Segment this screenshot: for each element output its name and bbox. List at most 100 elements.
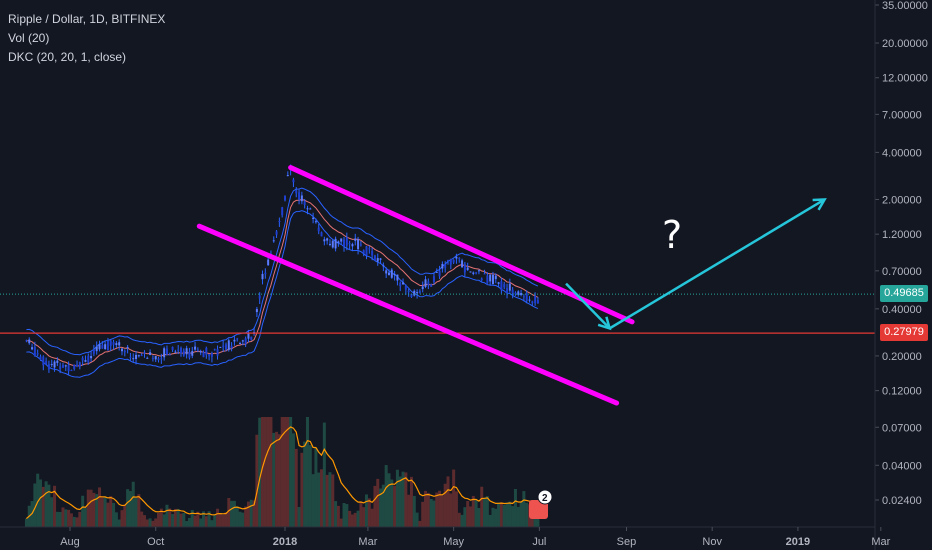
- volume-bar: [331, 474, 335, 527]
- volume-bar: [190, 510, 194, 527]
- legend-symbol[interactable]: Ripple / Dollar, 1D, BITFINEX: [8, 12, 166, 26]
- volume-bar: [483, 497, 487, 527]
- candle-body: [45, 361, 48, 365]
- volume-bar: [412, 495, 416, 527]
- volume-bar: [494, 508, 498, 527]
- volume-bar: [72, 516, 76, 527]
- candle-body: [120, 348, 123, 352]
- candle-body: [404, 285, 407, 290]
- volume-bar: [463, 507, 467, 527]
- candle-body: [84, 360, 87, 362]
- volume-bar: [516, 506, 520, 527]
- volume-bar: [134, 497, 138, 527]
- x-tick-label: Oct: [147, 536, 164, 548]
- candle-body: [497, 282, 500, 284]
- time-axis[interactable]: Aug Oct 2018 Mar May Jul Sep Nov 2019 Mar: [0, 526, 891, 548]
- candle-body: [143, 352, 146, 354]
- legend-volume[interactable]: Vol (20): [8, 31, 50, 45]
- volume-bar: [429, 498, 433, 527]
- candle-body: [373, 255, 376, 261]
- x-tick-label: Aug: [60, 536, 80, 548]
- volume-bar: [244, 506, 248, 527]
- candle-body: [109, 340, 112, 346]
- y-tick-label: 12.00000: [882, 73, 928, 85]
- candle-body: [475, 272, 478, 274]
- volume-bar: [468, 506, 472, 527]
- channel-lower-line[interactable]: [196, 223, 620, 406]
- candle-body: [312, 217, 315, 220]
- volume-bar: [162, 514, 166, 527]
- volume-bar: [280, 417, 284, 527]
- volume-bar: [350, 514, 354, 527]
- volume-bar: [92, 492, 96, 527]
- legend-dkc[interactable]: DKC (20, 20, 1, close): [8, 50, 127, 64]
- candle-body: [320, 232, 323, 237]
- dkc-lower-band: [26, 210, 539, 378]
- projection-arrow-head: [812, 198, 827, 211]
- price-axis[interactable]: 35.00000 20.00000 12.00000 7.00000 4.00000 2.…: [874, 0, 928, 550]
- volume-bar: [519, 501, 523, 527]
- y-tick-label: 4.00000: [882, 147, 922, 159]
- volume-bar: [261, 417, 265, 527]
- volume-bar: [421, 501, 425, 527]
- horizontal-level-tag: 0.27979: [880, 324, 928, 341]
- candle-body: [536, 300, 539, 304]
- candle-body: [112, 342, 115, 345]
- candle-body: [525, 292, 528, 302]
- volume-bar: [390, 479, 394, 527]
- volume-bar: [89, 489, 93, 527]
- candle-body: [123, 350, 126, 353]
- candle-body: [376, 258, 379, 262]
- candle-body: [458, 258, 461, 260]
- volume-bar: [443, 483, 447, 527]
- volume-bar: [381, 484, 385, 527]
- candle-body: [56, 360, 59, 363]
- volume-bar: [457, 512, 461, 527]
- candle-body: [337, 241, 340, 244]
- volume-bar: [128, 491, 132, 527]
- volume-bar: [100, 497, 104, 527]
- channel-upper-line[interactable]: [288, 165, 635, 325]
- volume-bar: [123, 504, 127, 527]
- candle-body: [250, 336, 253, 340]
- volume-bar: [238, 511, 242, 527]
- candle-body: [261, 273, 264, 280]
- candle-body: [413, 290, 416, 296]
- candle-body: [222, 345, 225, 347]
- volume-bar: [499, 502, 503, 527]
- candle-body: [230, 345, 233, 349]
- volume-bar: [342, 502, 346, 527]
- candle-body: [73, 364, 76, 370]
- candle-body: [382, 265, 385, 267]
- candle-body: [53, 361, 56, 368]
- candle-body: [213, 349, 216, 351]
- x-tick-label: Mar: [358, 536, 377, 548]
- candle-body: [98, 344, 101, 350]
- volume-bar: [505, 502, 509, 527]
- volume-bar: [151, 520, 155, 527]
- volume-bar: [339, 518, 343, 527]
- candle-body: [216, 349, 219, 356]
- candle-body: [323, 239, 326, 242]
- candle-body: [267, 259, 270, 266]
- candles-layer: [25, 164, 539, 375]
- volume-bar: [67, 509, 71, 527]
- candle-body: [340, 238, 343, 242]
- volume-bar: [168, 508, 172, 527]
- projection-arrow-line[interactable]: [565, 282, 611, 330]
- price-level-lines: [0, 293, 875, 334]
- candle-body: [47, 364, 50, 370]
- volume-bar: [33, 483, 37, 527]
- volume-bar: [221, 514, 225, 527]
- volume-bar: [303, 441, 307, 527]
- candle-body: [70, 370, 73, 372]
- volume-bar: [210, 520, 214, 527]
- projection-arrow-line[interactable]: [608, 198, 826, 330]
- candle-body: [286, 175, 289, 177]
- volume-bar: [44, 481, 48, 527]
- volume-bar: [522, 491, 526, 527]
- candle-body: [174, 351, 177, 353]
- alert-badge[interactable]: 2: [529, 489, 553, 519]
- candle-body: [205, 347, 208, 355]
